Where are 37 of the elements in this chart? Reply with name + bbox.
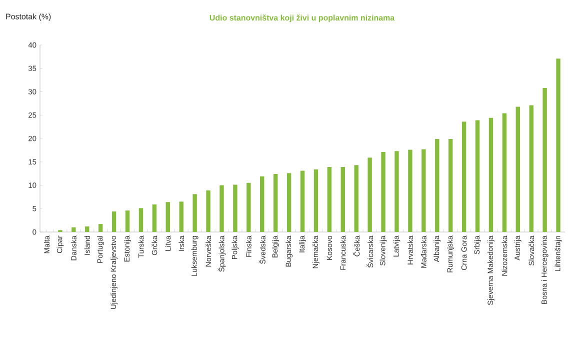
bar xyxy=(340,167,345,232)
bar xyxy=(206,190,210,232)
bar xyxy=(314,169,318,232)
bar xyxy=(192,194,197,232)
bar xyxy=(112,211,116,232)
bar xyxy=(300,170,305,232)
bar xyxy=(246,182,251,232)
bar xyxy=(368,158,372,232)
bar xyxy=(152,204,157,232)
bar xyxy=(179,202,184,232)
bar xyxy=(98,224,103,232)
bar xyxy=(327,167,332,232)
bar xyxy=(435,138,440,232)
bar xyxy=(125,210,130,232)
bar xyxy=(85,226,90,232)
bar xyxy=(286,173,292,232)
bar xyxy=(408,150,412,232)
bar xyxy=(260,176,264,232)
bar xyxy=(72,227,76,232)
bar xyxy=(462,122,466,232)
bar xyxy=(488,118,494,232)
bar xyxy=(381,152,386,232)
bar xyxy=(354,165,358,232)
bar xyxy=(542,88,547,232)
bar xyxy=(220,185,224,232)
bar xyxy=(166,202,170,232)
bar xyxy=(394,151,399,232)
bar xyxy=(502,113,507,232)
bar xyxy=(273,174,278,232)
bar xyxy=(422,149,426,232)
bar xyxy=(475,120,480,232)
bar xyxy=(556,58,560,232)
bar xyxy=(448,138,453,232)
bar xyxy=(529,105,534,232)
bar xyxy=(138,208,144,232)
bar xyxy=(516,106,520,232)
bar xyxy=(233,184,238,232)
